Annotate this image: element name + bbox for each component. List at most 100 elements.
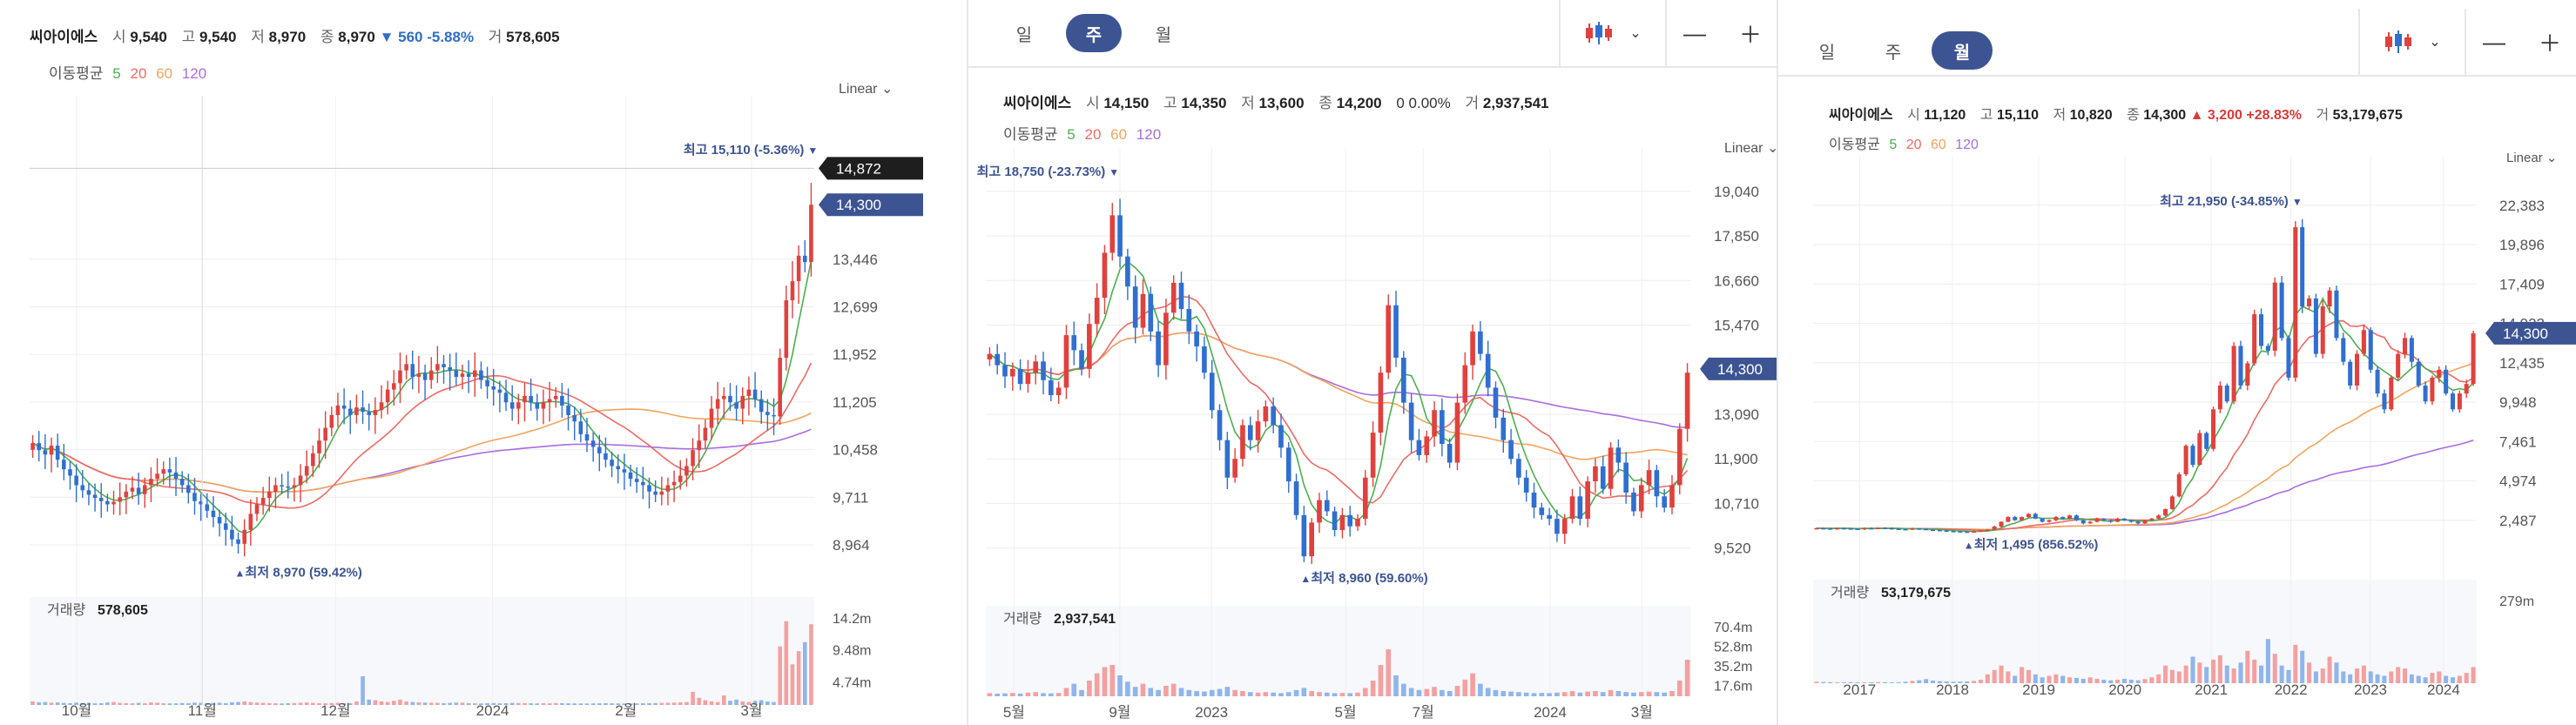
stock-name: 씨아이에스 bbox=[30, 29, 98, 45]
candle-body bbox=[2006, 517, 2011, 522]
candle-body bbox=[2163, 508, 2168, 516]
volume-bar bbox=[1539, 693, 1545, 696]
candle-body bbox=[987, 353, 993, 359]
price-tick-label: 9,520 bbox=[1714, 540, 1751, 557]
volume-bar bbox=[1301, 688, 1307, 696]
down-triangle-icon: ▼ bbox=[807, 144, 818, 157]
volume-bar bbox=[1917, 680, 1922, 683]
candle-body bbox=[560, 395, 564, 406]
zoom-in-button[interactable]: ＋ bbox=[2522, 9, 2576, 75]
candle-body bbox=[311, 453, 315, 467]
candle-body bbox=[62, 460, 66, 470]
volume-bar bbox=[2259, 665, 2264, 683]
candle-body bbox=[765, 412, 770, 415]
monthly-candlestick-chart[interactable]: 최고 21,950 (-34.85%) ▼ ▲ 최저 1,495 (856.52%) 2… bbox=[1778, 0, 2576, 725]
candle-body bbox=[678, 475, 683, 482]
volume-bar bbox=[460, 702, 465, 705]
volume-bar bbox=[2375, 674, 2380, 683]
candle-body bbox=[2047, 520, 2052, 522]
volume-bar bbox=[1896, 681, 1901, 683]
volume-bar bbox=[497, 703, 502, 705]
candle-body bbox=[2231, 346, 2236, 402]
candle-body bbox=[1087, 324, 1092, 369]
scale-type-dropdown[interactable]: Linear ⌄ bbox=[1724, 139, 1778, 157]
candle-body bbox=[772, 414, 776, 417]
candle-body bbox=[1821, 527, 1826, 530]
quote-line: 씨아이에스 시 9,540 고 9,540 저 8,970 종 8,970 ▼ … bbox=[30, 24, 560, 46]
ma20-label: 20 bbox=[130, 65, 147, 82]
chevron-down-icon: ⌄ bbox=[1766, 141, 1778, 156]
zoom-in-button[interactable]: ＋ bbox=[1723, 0, 1778, 66]
tab-day[interactable]: 일 bbox=[1015, 25, 1033, 45]
volume-bar bbox=[1848, 681, 1853, 683]
volume-bar bbox=[1255, 692, 1261, 696]
scale-type-dropdown[interactable]: Linear ⌄ bbox=[2506, 150, 2557, 165]
candle-body bbox=[2245, 363, 2250, 386]
candle-body bbox=[2026, 514, 2031, 518]
candle-body bbox=[2327, 290, 2332, 306]
zoom-out-button[interactable]: — bbox=[1667, 0, 1723, 66]
volume-bar bbox=[341, 702, 347, 705]
volume-bar bbox=[2403, 668, 2408, 683]
date-tick-label: 5월 bbox=[1335, 704, 1357, 721]
volume-bar bbox=[535, 703, 540, 705]
volume-bar bbox=[1889, 681, 1894, 683]
tab-month[interactable]: 월 bbox=[1932, 31, 1993, 70]
scale-type-dropdown[interactable]: Linear ⌄ bbox=[839, 80, 893, 97]
moving-average-legend[interactable]: 이동평균 5 20 60 120 bbox=[1003, 122, 1166, 144]
volume-bar bbox=[1263, 692, 1269, 696]
volume-bar bbox=[647, 702, 651, 705]
candle-body bbox=[1593, 466, 1598, 482]
candle-body bbox=[1370, 433, 1376, 478]
price-tick-label: 22,383 bbox=[2499, 198, 2545, 214]
candle-body bbox=[1662, 496, 1668, 508]
volume-bar bbox=[1631, 692, 1636, 696]
volume-bar bbox=[572, 703, 577, 705]
open-label: 시 bbox=[1085, 95, 1100, 111]
daily-candlestick-chart[interactable]: 최고 15,110 (-5.36%)▼ ▲최저 8,970 (59.42%) 14,… bbox=[0, 0, 967, 725]
tab-month[interactable]: 월 bbox=[1155, 25, 1172, 45]
candle-body bbox=[1416, 440, 1422, 455]
candle-body bbox=[647, 485, 651, 492]
candle-body bbox=[1041, 361, 1046, 380]
candle-body bbox=[659, 491, 664, 495]
candle-body bbox=[590, 440, 596, 447]
candle-body bbox=[404, 364, 408, 371]
zoom-out-button[interactable]: — bbox=[2466, 9, 2522, 75]
volume-bar bbox=[634, 703, 639, 705]
moving-average-legend[interactable]: 이동평균 5 20 60 120 bbox=[1829, 132, 1984, 153]
candle-body bbox=[280, 485, 284, 487]
down-triangle-icon: ▼ bbox=[2292, 196, 2303, 208]
tab-week[interactable]: 주 bbox=[1885, 43, 1902, 63]
minus-icon: — bbox=[2483, 28, 2505, 55]
candle-body bbox=[1332, 511, 1338, 531]
volume-bar bbox=[1478, 683, 1483, 696]
volume-bar bbox=[1362, 688, 1368, 696]
candle-body bbox=[1516, 459, 1521, 478]
candle-body bbox=[2450, 393, 2456, 410]
candle-body bbox=[1638, 485, 1644, 512]
tab-week[interactable]: 주 bbox=[1066, 14, 1122, 52]
candle-body bbox=[1378, 373, 1384, 433]
chart-type-selector[interactable]: ⌄ bbox=[1559, 0, 1667, 66]
volume-bar bbox=[2437, 671, 2442, 683]
crosshair-price-tag bbox=[819, 157, 923, 180]
moving-average-legend[interactable]: 이동평균 5 20 60 120 bbox=[49, 61, 212, 83]
volume-bar bbox=[2217, 655, 2222, 683]
tab-day[interactable]: 일 bbox=[1818, 43, 1836, 63]
volume-bar bbox=[2245, 650, 2250, 683]
volume-bar bbox=[1903, 681, 1908, 683]
candle-body bbox=[86, 490, 91, 495]
candle-body bbox=[2313, 298, 2318, 354]
volume-bar bbox=[398, 699, 402, 705]
volume-bar bbox=[105, 702, 110, 705]
volume-bar bbox=[2320, 668, 2325, 683]
volume-bar bbox=[2416, 675, 2421, 683]
volume-bar bbox=[509, 702, 515, 705]
weekly-candlestick-chart[interactable]: 최고 18,750 (-23.73%) ▼ ▲ 최저 8,960 (59.60%) 19… bbox=[968, 0, 1778, 725]
weekly-chart-panel: 일 주 월 ⌄ — ＋ 씨아이에스 시 14,150 고 14,350 저 13… bbox=[967, 0, 1778, 725]
volume-bar bbox=[691, 691, 695, 705]
volume-value: 578,605 bbox=[98, 603, 148, 618]
chart-type-selector[interactable]: ⌄ bbox=[2358, 9, 2466, 75]
candle-body bbox=[2169, 496, 2175, 509]
